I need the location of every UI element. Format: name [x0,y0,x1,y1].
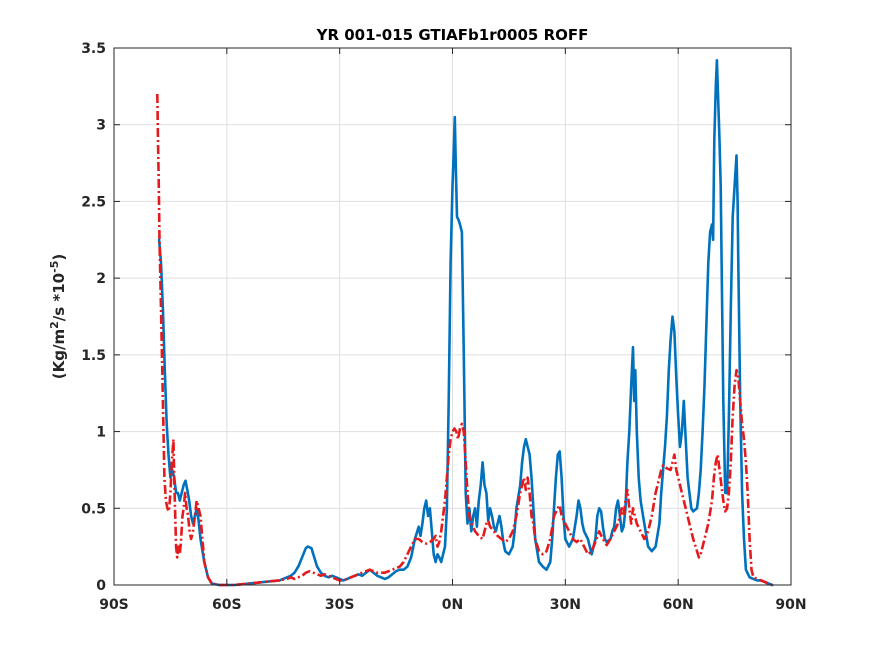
series-layer [156,59,774,587]
series-line-dashed [156,93,773,587]
y-tick-label: 0.5 [81,501,106,517]
y-tick-label: 1.5 [81,348,106,364]
x-tick-label: 30S [325,597,355,613]
x-tick-label: 60S [212,597,242,613]
y-tick-labels: 0 0.5 1 1.5 2 2.5 3 3.5 [81,41,106,594]
y-tick-label: 1 [96,425,106,441]
y-tick-label: 2.5 [81,194,106,210]
y-label-superscript: -5 [48,261,61,273]
x-tick-label: 30N [550,597,581,613]
y-axis-label: (Kg/m2/s *10-5) [48,254,69,379]
x-tick-label: 90N [775,597,806,613]
x-tick-labels: 90S 60S 30S 0N 30N 60N 90N [99,597,806,613]
y-tick-label: 3.5 [81,41,106,57]
y-label-segment: (Kg/m [50,329,68,379]
y-label-superscript: 2 [48,321,61,329]
y-tick-label: 3 [96,118,106,134]
y-label-segment: ) [50,254,68,261]
tick-marks [113,47,792,586]
y-tick-label: 0 [96,578,106,594]
x-tick-label: 90S [99,597,129,613]
y-tick-label: 2 [96,271,106,287]
x-tick-label: 0N [442,597,463,613]
y-label-segment: /s *10 [50,273,68,321]
chart-title: YR 001-015 GTIAFb1r0005 ROFF [316,26,589,44]
x-tick-label: 60N [663,597,694,613]
